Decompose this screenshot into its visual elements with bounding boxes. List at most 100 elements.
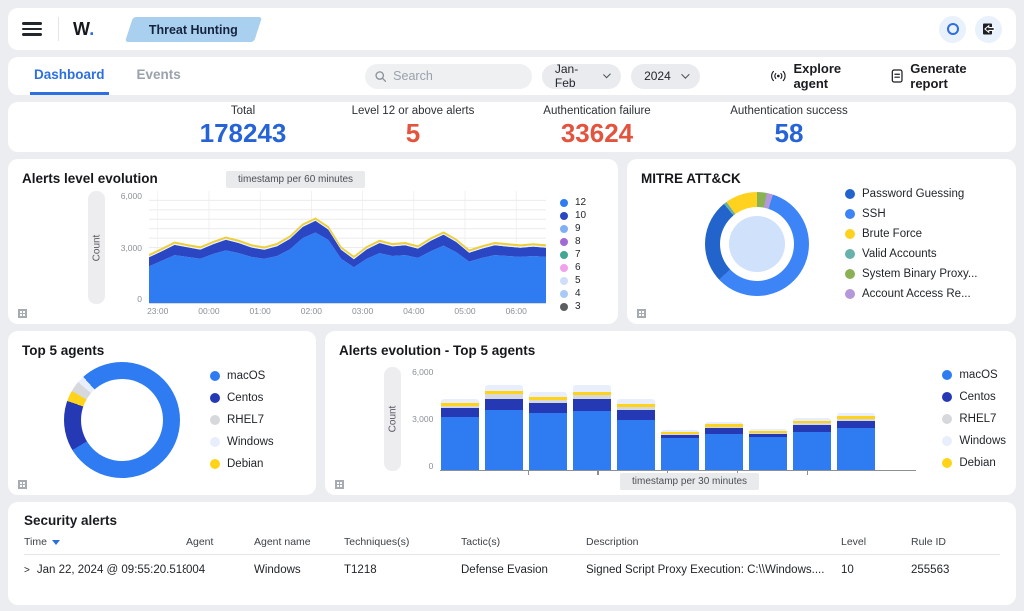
mitre-donut-chart[interactable]	[705, 192, 809, 296]
column-label: Time	[24, 536, 47, 548]
year-filter-dropdown[interactable]: 2024	[631, 64, 700, 89]
table-row[interactable]: >Jan 22, 2024 @ 09:55:20.518004WindowsT1…	[24, 555, 1000, 576]
column-label: Rule ID	[911, 536, 946, 548]
x-axis-tick-label: 03:00	[352, 304, 373, 316]
legend-dot-icon	[560, 199, 568, 207]
legend-item: RHEL7	[210, 414, 274, 426]
legend-item: macOS	[210, 370, 274, 382]
legend-label: Centos	[227, 392, 263, 404]
panel-mitre-attack: MITRE ATT&CK Password GuessingSSHBrute F…	[627, 159, 1016, 324]
legend-item: 6	[560, 262, 608, 273]
month-filter-dropdown[interactable]: Jan-Feb	[542, 64, 621, 89]
stacked-bar[interactable]	[529, 392, 567, 470]
cell-agent[interactable]: 004	[186, 564, 254, 576]
bar-segment-centos	[573, 399, 611, 410]
stat-value: 33624	[512, 119, 682, 149]
sort-descending-icon[interactable]	[52, 540, 60, 545]
column-header-time[interactable]: Time	[24, 536, 186, 548]
bar-segment-macos	[573, 411, 611, 471]
legend-dot-icon	[942, 392, 952, 402]
legend-label: Debian	[959, 457, 995, 469]
legend-label: Centos	[959, 391, 995, 403]
search-input[interactable]	[393, 69, 522, 83]
y-axis-tick-label: 0	[429, 461, 434, 471]
legend-dot-icon	[560, 303, 568, 311]
app-logo[interactable]: W.	[73, 19, 95, 40]
legend-dot-icon	[560, 251, 568, 259]
generate-report-button[interactable]: Generate report	[891, 61, 996, 91]
stat-label: Authentication success	[704, 105, 874, 118]
inspect-table-icon[interactable]	[18, 309, 27, 318]
tab-threat-hunting[interactable]: Threat Hunting	[125, 17, 262, 42]
legend-item: Windows	[942, 435, 1006, 447]
stacked-bar[interactable]	[793, 418, 831, 470]
inspect-table-icon[interactable]	[335, 480, 344, 489]
legend-dot-icon	[845, 289, 855, 299]
legend-label: 3	[575, 301, 581, 312]
y-axis-ticks: 6,0003,0000	[401, 367, 440, 471]
stacked-bar-chart[interactable]	[440, 367, 876, 471]
stat-total: Total 178243	[158, 105, 328, 148]
legend-item: 10	[560, 210, 608, 221]
stacked-bar[interactable]	[749, 429, 787, 470]
legend-dot-icon	[210, 459, 220, 469]
column-label: Description	[586, 536, 639, 548]
cell-techniques-s-[interactable]: T1218	[344, 564, 461, 576]
inspect-table-icon[interactable]	[637, 309, 646, 318]
cell-value: Windows	[254, 564, 301, 576]
legend-label: 4	[575, 288, 581, 299]
legend-label: 5	[575, 275, 581, 286]
panel-title: Security alerts	[24, 513, 1000, 528]
stacked-bar[interactable]	[485, 385, 523, 470]
tab-dashboard[interactable]: Dashboard	[30, 57, 109, 95]
x-axis-tick-label: 02:00	[301, 304, 322, 316]
legend-item: Debian	[210, 458, 274, 470]
stacked-bar[interactable]	[573, 385, 611, 470]
top-agents-donut-chart[interactable]	[64, 362, 180, 478]
expand-row-icon[interactable]: >	[24, 565, 30, 576]
cell-value: 004	[186, 564, 205, 576]
hamburger-menu-icon[interactable]	[22, 22, 42, 35]
cell-rule-id[interactable]: 255563	[911, 564, 986, 576]
x-axis-tick-label: 04:00	[403, 304, 424, 316]
legend-dot-icon	[942, 458, 952, 468]
stacked-bar[interactable]	[705, 422, 743, 470]
bar-segment-macos	[529, 413, 567, 470]
cell-level: 10	[841, 564, 911, 576]
stacked-bar[interactable]	[661, 430, 699, 470]
area-chart[interactable]: 23:0000:0001:0002:0003:0004:0005:0006:00	[149, 191, 546, 304]
x-axis-tick	[528, 470, 529, 475]
logout-button[interactable]	[975, 16, 1002, 43]
legend-label: 6	[575, 262, 581, 273]
stat-auth-failure: Authentication failure 33624	[512, 105, 682, 148]
legend-label: 9	[575, 223, 581, 234]
stats-summary-card: Total 178243 Level 12 or above alerts 5 …	[8, 102, 1016, 152]
legend-item: 12	[560, 197, 608, 208]
panel-title: Top 5 agents	[22, 343, 302, 358]
divider	[58, 17, 59, 41]
search-box[interactable]	[365, 64, 532, 89]
legend-dot-icon	[560, 238, 568, 246]
y-axis-tick-label: 6,000	[412, 367, 433, 377]
logout-icon	[982, 22, 996, 36]
tab-events[interactable]: Events	[133, 57, 185, 95]
column-header-level: Level	[841, 536, 911, 548]
x-axis-tick-label: 01:00	[250, 304, 271, 316]
chevron-down-icon	[603, 71, 611, 79]
legend-dot-icon	[210, 371, 220, 381]
stat-level-12: Level 12 or above alerts 5	[328, 105, 498, 148]
inspect-table-icon[interactable]	[18, 480, 27, 489]
stat-value: 58	[704, 119, 874, 149]
column-label: Agent name	[254, 536, 311, 548]
legend-item: Centos	[210, 392, 274, 404]
column-label: Agent	[186, 536, 213, 548]
stacked-bar[interactable]	[441, 399, 479, 470]
stacked-bar[interactable]	[617, 399, 655, 470]
status-ring-button[interactable]	[939, 16, 966, 43]
legend-dot-icon	[560, 212, 568, 220]
stat-label: Level 12 or above alerts	[328, 105, 498, 118]
stacked-bar[interactable]	[837, 413, 875, 470]
explore-agent-button[interactable]: Explore agent	[770, 61, 869, 91]
legend-item: System Binary Proxy...	[845, 268, 977, 280]
bar-segment-centos	[485, 399, 523, 410]
